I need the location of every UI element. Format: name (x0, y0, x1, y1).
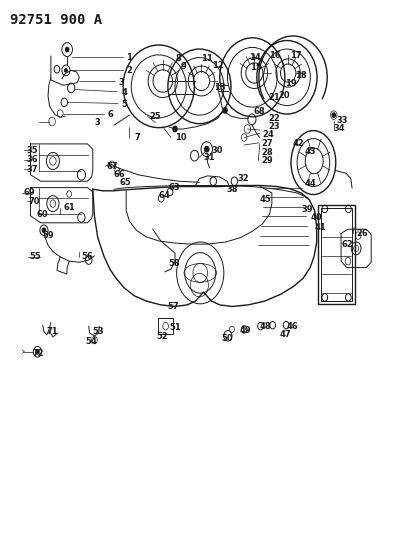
Text: 57: 57 (167, 302, 179, 311)
Text: 45: 45 (260, 195, 271, 204)
Text: 46: 46 (286, 322, 298, 330)
Text: 58: 58 (168, 260, 180, 268)
Text: 54: 54 (85, 337, 97, 345)
Text: 3: 3 (94, 118, 100, 126)
Text: 62: 62 (342, 240, 354, 248)
Text: 39: 39 (301, 205, 313, 214)
Text: 1: 1 (126, 53, 132, 61)
Text: 21: 21 (269, 93, 280, 101)
Text: 36: 36 (26, 156, 38, 164)
Text: 52: 52 (156, 333, 168, 341)
Text: 72: 72 (33, 350, 44, 358)
Circle shape (36, 350, 39, 354)
Circle shape (332, 113, 335, 117)
Text: 33: 33 (336, 117, 348, 125)
Text: 65: 65 (119, 178, 131, 187)
Text: 9: 9 (181, 62, 187, 71)
Text: 18: 18 (295, 71, 306, 80)
Text: 2: 2 (126, 66, 132, 75)
Text: 3: 3 (118, 78, 124, 86)
Circle shape (65, 69, 67, 72)
Text: 61: 61 (63, 204, 75, 212)
Text: 68: 68 (254, 108, 265, 116)
Text: 24: 24 (263, 131, 274, 139)
Text: 63: 63 (169, 183, 181, 192)
Text: 4: 4 (121, 88, 127, 97)
Text: 67: 67 (107, 162, 118, 171)
Circle shape (42, 228, 46, 232)
Text: 37: 37 (26, 165, 37, 174)
Text: 25: 25 (149, 112, 161, 120)
Text: 44: 44 (304, 179, 316, 188)
Text: 69: 69 (24, 189, 35, 197)
Text: 28: 28 (262, 149, 274, 157)
Text: 47: 47 (280, 330, 292, 339)
Bar (158, 318, 173, 334)
Text: 42: 42 (292, 140, 304, 148)
Text: 10: 10 (175, 133, 187, 142)
Text: 56: 56 (81, 253, 93, 261)
Text: 92751 900 A: 92751 900 A (10, 13, 102, 27)
Text: 27: 27 (262, 140, 274, 148)
Text: 7: 7 (134, 133, 140, 142)
Text: 40: 40 (310, 214, 322, 222)
Text: 22: 22 (269, 114, 280, 123)
Text: 66: 66 (114, 170, 126, 179)
Text: 30: 30 (211, 146, 223, 155)
Text: 29: 29 (262, 157, 274, 165)
Circle shape (205, 147, 209, 152)
Text: 60: 60 (37, 210, 48, 219)
Text: 5: 5 (121, 100, 127, 109)
Text: 6: 6 (107, 110, 113, 118)
Text: 53: 53 (93, 327, 105, 336)
Text: 41: 41 (314, 223, 326, 232)
Text: 8: 8 (175, 54, 181, 63)
Text: 14: 14 (249, 53, 261, 61)
Text: 50: 50 (221, 335, 233, 343)
Text: 35: 35 (26, 146, 38, 155)
Text: 20: 20 (278, 92, 290, 100)
Text: 12: 12 (212, 61, 223, 69)
Circle shape (223, 108, 227, 113)
Text: 32: 32 (237, 174, 249, 182)
Text: 59: 59 (42, 231, 54, 240)
Text: 26: 26 (357, 229, 368, 238)
Text: 48: 48 (260, 322, 271, 330)
Text: 64: 64 (159, 191, 171, 200)
Text: 51: 51 (169, 324, 181, 332)
Circle shape (173, 126, 177, 132)
Text: 13: 13 (214, 83, 225, 92)
Text: 49: 49 (239, 326, 251, 335)
Text: 70: 70 (28, 197, 40, 206)
Text: 16: 16 (269, 52, 280, 60)
Circle shape (66, 47, 69, 52)
Text: 71: 71 (46, 327, 58, 336)
Text: 34: 34 (334, 125, 346, 133)
Text: 31: 31 (204, 153, 215, 161)
Text: 23: 23 (269, 123, 280, 131)
Text: 19: 19 (285, 79, 297, 88)
Bar (318, 205, 355, 304)
Text: 55: 55 (29, 253, 41, 261)
Text: 11: 11 (201, 54, 213, 63)
Text: 17: 17 (290, 52, 302, 60)
Text: 43: 43 (304, 147, 316, 156)
Bar (321, 208, 352, 301)
Text: 38: 38 (226, 185, 238, 194)
Text: 15: 15 (250, 63, 262, 72)
